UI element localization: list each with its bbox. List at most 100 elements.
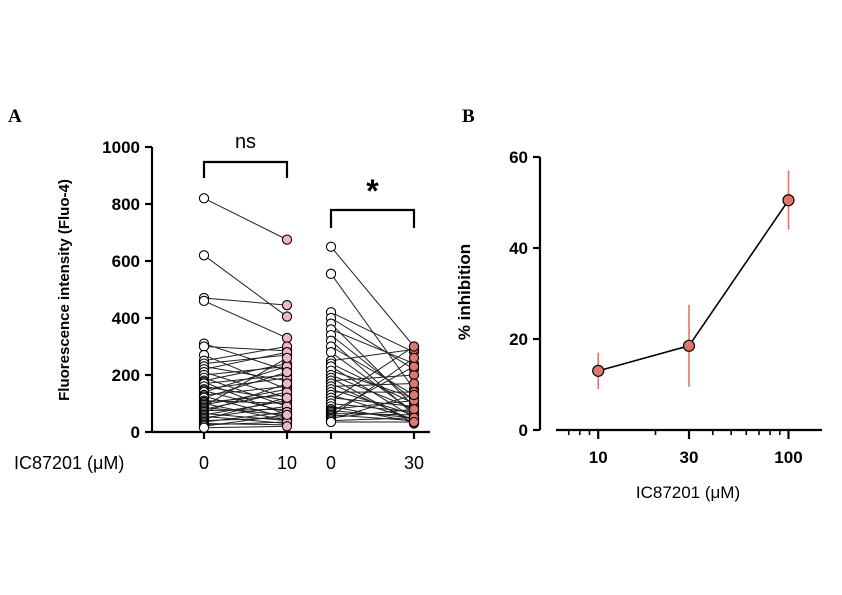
panel-a-pair-line: [203, 394, 288, 403]
panel-a-points: [198, 193, 420, 433]
panel-a-pair-line: [330, 357, 415, 417]
panel-a-x-axis-label: IC87201 (μM): [14, 453, 124, 473]
panel-a-pair-line: [330, 363, 415, 404]
panel-a-pair-line: [203, 383, 288, 413]
panel-a-pair-line: [203, 371, 288, 399]
panel-a-pair-line: [330, 408, 415, 419]
panel-a-pair-line: [330, 317, 415, 370]
panel-b-y-tick-label: 40: [509, 239, 528, 258]
panel-a-point-after: [281, 300, 293, 311]
panel-b-y-tick-label: 20: [509, 330, 528, 349]
panel-a-pair-line: [203, 425, 288, 429]
panel-a-point-after: [408, 404, 420, 415]
panel-a-pair-line: [330, 346, 415, 396]
panel-a-point-before: [325, 241, 337, 252]
panel-a-significance-label: *: [366, 173, 379, 209]
panel-a-pair-line: [203, 388, 288, 406]
panel-a-point-before: [198, 295, 210, 307]
panel-a-point-after: [281, 352, 293, 364]
panel-a-pair-line: [330, 417, 415, 422]
panel-b-axes: 0 20 40 60 10 30 100: [509, 148, 822, 467]
panel-b-point: [592, 364, 605, 377]
panel-a-point-after: [281, 366, 293, 378]
panel-a-point-after: [408, 352, 420, 364]
panel-a-point-before: [198, 193, 210, 204]
panel-a-point-after: [408, 416, 420, 428]
panel-a-pair-line: [203, 411, 288, 423]
panel-b-point: [682, 339, 696, 352]
panel-a-pair-line: [203, 397, 288, 420]
panel-a-pair-line: [203, 346, 288, 352]
panel-a-pair-line: [330, 374, 415, 382]
panel-a-point-after: [281, 332, 293, 344]
panel-b-y-tick-label: 0: [519, 421, 528, 440]
panel-a-pair-line: [330, 273, 415, 390]
panel-a-point-after: [281, 421, 293, 432]
panel-a-pair-line: [330, 400, 415, 410]
panel-b-x-tick-label: 30: [680, 448, 699, 467]
panel-b-letter: B: [462, 106, 475, 127]
panel-a-pair-line: [330, 328, 415, 365]
panel-a-pair-line: [203, 400, 288, 416]
panel-a-point-after: [281, 378, 293, 389]
panel-a-x-tick-label: 0: [326, 453, 336, 473]
panel-b-y-tick-label: 60: [509, 148, 528, 167]
panel-a-x-tick-label: 0: [199, 453, 209, 473]
panel-a-point-after: [408, 389, 420, 401]
panel-a-pair-line: [203, 365, 288, 393]
panel-a-point-after: [281, 392, 293, 403]
panel-a-axes: 0 200 400 600 800 1000 0 10 0 30: [102, 138, 430, 473]
panel-a-pair-line: [330, 334, 415, 402]
panel-a-pair-line: [203, 365, 288, 382]
panel-a-x-tick-label: 30: [404, 453, 424, 473]
panel-a-pair-line: [330, 311, 415, 353]
panel-a-y-tick-label: 400: [112, 309, 140, 328]
panel-a-point-before: [325, 347, 337, 358]
panel-a-bracket: [202, 160, 289, 178]
panel-a-pair-line: [203, 300, 288, 339]
panel-a-pair-line: [330, 246, 415, 347]
panel-a-pair-line: [203, 357, 288, 407]
panel-a-pair-line: [203, 385, 288, 402]
panel-a-pair-line: [330, 366, 415, 413]
panel-a-pair-line: [330, 370, 415, 399]
panel-a-pair-line: [203, 351, 288, 370]
panel-b-series: [592, 170, 795, 390]
panel-a-pair-line: [203, 422, 288, 426]
panel-a-pair-line: [203, 408, 288, 412]
panel-a-significance-label: ns: [235, 131, 256, 153]
panel-b-x-tick-label: 100: [774, 448, 802, 467]
panel-a-letter: A: [8, 106, 22, 127]
panel-a-point-before: [325, 416, 337, 428]
panel-a-pair-line: [203, 414, 288, 427]
panel-a-pair-line: [203, 354, 288, 365]
panel-a-pair-line: [203, 254, 288, 317]
panel-a-x-tick-label: 10: [277, 453, 297, 473]
panel-a-y-tick-label: 800: [112, 195, 140, 214]
panel-a-significance: ns *: [202, 131, 416, 228]
panel-a-point-after: [408, 341, 420, 352]
panel-a-pair-line: [330, 397, 415, 407]
panel-b-x-axis-label: IC87201 (μM): [636, 483, 740, 502]
panel-a-point-after: [408, 378, 420, 389]
panel-a-point-before: [198, 422, 210, 433]
panel-b-point: [782, 194, 795, 207]
panel-a-y-tick-label: 0: [131, 423, 140, 442]
panel-a-point-before: [198, 250, 210, 261]
panel-a-point-after: [408, 369, 420, 381]
panel-a-y-tick-label: 600: [112, 252, 140, 271]
panel-a-pair-line: [330, 394, 415, 420]
panel-a-pair-lines: [203, 197, 415, 429]
panel-b-x-tick-label: 10: [589, 448, 608, 467]
panel-a-bracket: [329, 208, 416, 228]
panel-a-point-after: [281, 234, 293, 245]
panel-a-point-after: [281, 311, 293, 322]
panel-a-pair-line: [203, 346, 288, 362]
panel-a-point-after: [281, 409, 293, 421]
panel-a-point-before: [325, 268, 337, 279]
panel-a-pair-line: [330, 348, 415, 362]
panel-a-y-tick-label: 200: [112, 366, 140, 385]
panel-a-point-before: [198, 341, 210, 352]
panel-a-pair-line: [203, 365, 288, 376]
